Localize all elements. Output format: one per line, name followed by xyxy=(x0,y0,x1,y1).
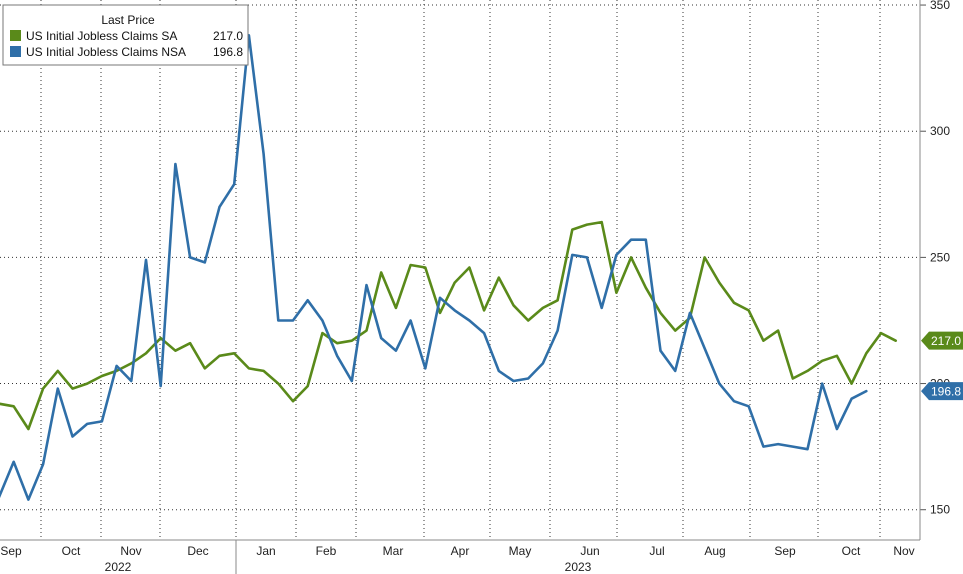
x-year-label: 2022 xyxy=(105,560,132,574)
x-month-label: Aug xyxy=(704,544,725,558)
x-month-label: Nov xyxy=(120,544,141,558)
grid-lines xyxy=(0,0,920,540)
last-value-tags: 217.0 196.8 xyxy=(921,331,963,401)
x-month-label: Apr xyxy=(451,544,470,558)
x-month-label: Oct xyxy=(842,544,861,558)
legend-swatch-nsa xyxy=(10,46,21,57)
x-month-label: Dec xyxy=(187,544,208,558)
x-year-label: 2023 xyxy=(565,560,592,574)
x-month-label: Sep xyxy=(774,544,796,558)
y-axis: 150200250300350 xyxy=(919,0,950,540)
legend-box xyxy=(2,4,249,66)
legend-value-nsa: 196.8 xyxy=(213,45,243,59)
x-month-label: Nov xyxy=(893,544,914,558)
y-tick-label: 250 xyxy=(930,250,950,264)
y-tick-label: 350 xyxy=(930,0,950,12)
legend-swatch-sa xyxy=(10,30,21,41)
x-month-label: Feb xyxy=(316,544,337,558)
last-value-tag-sa xyxy=(921,331,963,350)
series-lines xyxy=(0,33,898,501)
legend: Last Price US Initial Jobless Claims SA … xyxy=(2,4,249,66)
legend-label-nsa: US Initial Jobless Claims NSA xyxy=(26,45,186,59)
x-month-label: Jul xyxy=(649,544,664,558)
x-month-label: Sep xyxy=(0,544,22,558)
y-tick-label: 300 xyxy=(930,124,950,138)
legend-label-sa: US Initial Jobless Claims SA xyxy=(26,29,177,43)
legend-value-sa: 217.0 xyxy=(213,29,243,43)
last-value-label-nsa: 196.8 xyxy=(931,385,961,399)
legend-title: Last Price xyxy=(101,13,155,27)
x-month-label: Jan xyxy=(256,544,275,558)
last-value-tag-nsa xyxy=(921,382,963,401)
x-axis: Sep Oct Nov Dec Jan Feb Mar Apr May Jun Jul Aug Sep O… xyxy=(0,539,920,574)
y-tick-label: 150 xyxy=(930,503,950,517)
x-month-label: Mar xyxy=(383,544,404,558)
x-month-label: Jun xyxy=(580,544,599,558)
x-month-label: Oct xyxy=(62,544,81,558)
x-month-label: May xyxy=(509,544,532,558)
series-line-sa xyxy=(0,220,898,431)
last-value-label-sa: 217.0 xyxy=(931,334,961,348)
series-line-nsa xyxy=(0,33,868,501)
